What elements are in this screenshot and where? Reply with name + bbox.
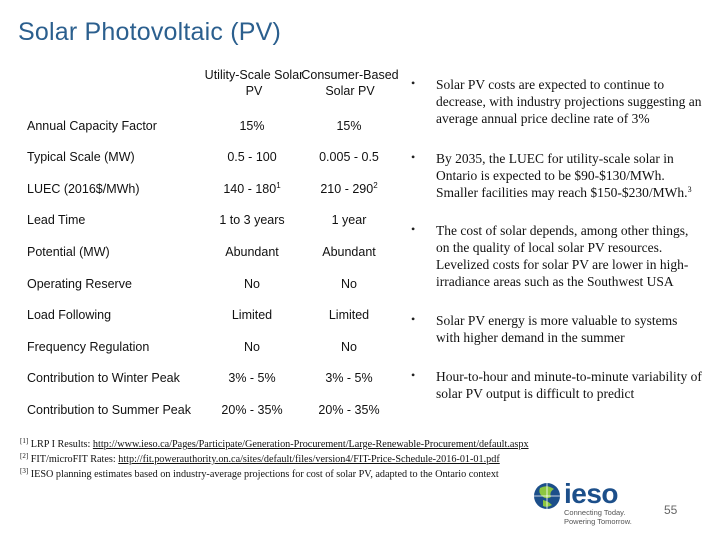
consumer-value: No — [341, 340, 357, 354]
table-row: Operating Reserve No No — [0, 277, 402, 297]
consumer-value: Abundant — [322, 245, 376, 259]
consumer-value: 20% - 35% — [318, 403, 380, 417]
row-label: Contribution to Summer Peak — [27, 403, 191, 417]
bullet-icon: • — [411, 222, 416, 236]
table-row: Frequency Regulation No No — [0, 340, 402, 360]
row-label: Typical Scale (MW) — [27, 150, 135, 164]
table-row: Annual Capacity Factor 15% 15% — [0, 119, 402, 139]
footnote-text: LRP I Results: — [30, 439, 93, 450]
slide-title: Solar Photovoltaic (PV) — [18, 18, 282, 46]
row-label: Frequency Regulation — [27, 340, 150, 354]
bullet-icon: • — [411, 368, 416, 382]
logo-tagline-line: Powering Tomorrow. — [564, 517, 632, 526]
footnote-ref: 2 — [373, 181, 378, 190]
utility-value: Limited — [231, 308, 273, 322]
footnote-ref: 3 — [687, 185, 692, 194]
footnote-link[interactable]: http://www.ieso.ca/Pages/Participate/Gen… — [92, 439, 529, 450]
bullet-icon: • — [411, 312, 416, 326]
footnote-ref: 1 — [276, 181, 281, 190]
table-row: Contribution to Winter Peak 3% - 5% 3% -… — [0, 371, 402, 391]
footnote-mark: [1] — [20, 437, 29, 445]
ieso-logo: ieso Connecting Today. Powering Tomorrow… — [532, 478, 642, 526]
footnote: [3] IESO planning estimates based on ind… — [20, 467, 499, 480]
logo-wordmark: ieso — [564, 478, 619, 509]
bullet-text: The cost of solar depends, among other t… — [436, 223, 689, 289]
bullet-text: Solar PV energy is more valuable to syst… — [436, 313, 678, 345]
utility-value: 0.5 - 100 — [227, 150, 277, 164]
bullet-text: Hour-to-hour and minute-to-minute variab… — [436, 369, 702, 401]
logo-tagline: Connecting Today. Powering Tomorrow. — [564, 508, 632, 526]
bullet-icon: • — [411, 150, 416, 164]
table-row: LUEC (2016$/MWh) 140 - 1801 210 - 2902 — [0, 182, 402, 202]
table-row: Load Following Limited Limited — [0, 308, 402, 328]
row-label: Operating Reserve — [27, 277, 132, 291]
utility-value: No — [244, 340, 260, 354]
column-header-utility: Utility-Scale Solar PV — [204, 68, 304, 98]
utility-value: 3% - 5% — [228, 371, 276, 385]
utility-value: 140 - 1801 — [200, 181, 304, 197]
row-label: Load Following — [27, 308, 112, 322]
footnote: [2] FIT/microFIT Rates: http://fit.power… — [20, 452, 500, 465]
consumer-value-text: 210 - 290 — [320, 182, 374, 196]
table-row: Potential (MW) Abundant Abundant — [0, 245, 402, 265]
row-label: Contribution to Winter Peak — [27, 371, 180, 385]
globe-logo-icon — [534, 481, 560, 511]
footnote-mark: [3] — [20, 467, 29, 475]
consumer-value: 210 - 2902 — [297, 181, 401, 197]
bullet-text: Solar PV costs are expected to continue … — [436, 77, 702, 126]
utility-value: 1 to 3 years — [219, 213, 285, 227]
consumer-value: No — [341, 277, 357, 291]
logo-tagline-line: Connecting Today. — [564, 508, 626, 517]
consumer-value: 0.005 - 0.5 — [319, 150, 379, 164]
row-label: Annual Capacity Factor — [27, 119, 157, 133]
consumer-value: 1 year — [331, 213, 367, 227]
footnote-text: FIT/microFIT Rates: — [30, 454, 119, 465]
footnote-link[interactable]: http://fit.powerauthority.on.ca/sites/de… — [118, 454, 500, 465]
consumer-value: 3% - 5% — [325, 371, 373, 385]
footnote: [1] LRP I Results: http://www.ieso.ca/Pa… — [20, 437, 529, 450]
utility-value-text: 140 - 180 — [223, 182, 277, 196]
row-label: LUEC (2016$/MWh) — [27, 182, 140, 196]
utility-value: No — [244, 277, 260, 291]
column-header-consumer: Consumer-Based Solar PV — [301, 68, 399, 98]
footnote-text: IESO planning estimates based on industr… — [30, 469, 499, 480]
consumer-value: 15% — [336, 119, 362, 133]
footnote-mark: [2] — [20, 452, 29, 460]
bullet-text-body: By 2035, the LUEC for utility-scale sola… — [436, 151, 688, 200]
utility-value: 15% — [239, 119, 265, 133]
bullet-text: By 2035, the LUEC for utility-scale sola… — [436, 150, 704, 201]
row-label: Potential (MW) — [27, 245, 110, 259]
row-label: Lead Time — [27, 213, 86, 227]
page-number: 55 — [664, 503, 678, 517]
table-row: Contribution to Summer Peak 20% - 35% 20… — [0, 403, 402, 423]
utility-value: Abundant — [225, 245, 279, 259]
consumer-value: Limited — [328, 308, 370, 322]
bullet-icon: • — [411, 76, 416, 90]
utility-value: 20% - 35% — [221, 403, 283, 417]
table-row: Lead Time 1 to 3 years 1 year — [0, 213, 402, 233]
table-row: Typical Scale (MW) 0.5 - 100 0.005 - 0.5 — [0, 150, 402, 170]
